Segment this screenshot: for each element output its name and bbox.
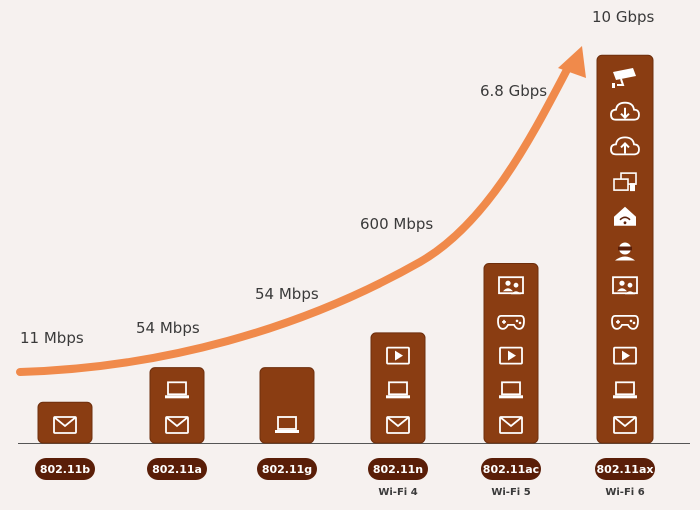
smart-home-icon xyxy=(614,206,636,226)
video-call-icon xyxy=(498,276,524,295)
cloud-upload-icon xyxy=(610,136,640,156)
generation-label: Wi-Fi 6 xyxy=(605,487,644,498)
speed-label: 10 Gbps xyxy=(592,8,655,26)
laptop-icon xyxy=(386,381,410,399)
video-icon xyxy=(499,346,523,365)
laptop-icon xyxy=(165,381,189,399)
speed-label: 11 Mbps xyxy=(20,329,84,347)
category-pill xyxy=(147,458,207,480)
bar-802.11n xyxy=(370,332,426,444)
video-call-icon xyxy=(612,276,638,295)
category-pill xyxy=(35,458,95,480)
generation-label: Wi-Fi 5 xyxy=(491,487,530,498)
category-label: 802.11g xyxy=(262,463,312,476)
category-pill xyxy=(481,458,541,480)
vr-user-icon xyxy=(615,242,635,261)
gamepad-icon xyxy=(611,314,639,330)
speed-label: 6.8 Gbps xyxy=(480,82,547,100)
generation-label: Wi-Fi 4 xyxy=(378,487,417,498)
speed-label: 54 Mbps xyxy=(136,319,200,337)
category-label: 802.11a xyxy=(152,463,202,476)
trend-arrow xyxy=(16,60,574,376)
video-icon xyxy=(613,346,637,365)
bar-802.11a xyxy=(149,367,205,444)
laptop-icon xyxy=(613,381,637,399)
multi-screen-icon xyxy=(613,172,637,192)
speed-label: 54 Mbps xyxy=(255,285,319,303)
cloud-download-icon xyxy=(610,101,640,121)
category-label: 802.11ac xyxy=(483,463,539,476)
category-label: 802.11b xyxy=(40,463,90,476)
category-label: 802.11n xyxy=(373,463,423,476)
mail-icon xyxy=(165,416,189,434)
category-pill xyxy=(368,458,428,480)
mail-icon xyxy=(386,416,410,434)
gamepad-icon xyxy=(497,314,525,330)
video-icon xyxy=(386,346,410,365)
laptop-icon xyxy=(275,416,299,433)
category-pill xyxy=(595,458,655,480)
mail-icon xyxy=(499,416,523,434)
speed-label: 600 Mbps xyxy=(360,215,433,233)
trend-arrowhead xyxy=(558,46,586,78)
category-label: 802.11ax xyxy=(597,463,654,476)
bar-802.11g xyxy=(259,367,315,444)
bar-802.11b xyxy=(37,401,93,444)
security-camera-icon xyxy=(612,68,636,88)
mail-icon xyxy=(613,416,637,434)
mail-icon xyxy=(53,416,77,434)
category-pill xyxy=(257,458,317,480)
laptop-icon xyxy=(499,381,523,399)
